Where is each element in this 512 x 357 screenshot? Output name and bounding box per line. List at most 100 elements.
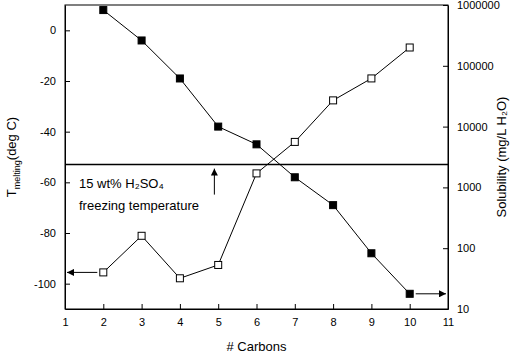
series-marker xyxy=(368,250,375,257)
tick: 1000000 xyxy=(443,0,500,11)
tick-label: -60 xyxy=(40,176,56,188)
chart: 1234567891011-100-80-60-40-2001010010001… xyxy=(0,0,512,357)
y2-axis: 10 100 1000 10000 100000 1000000 xyxy=(443,0,500,315)
tick-mark xyxy=(142,304,143,309)
tick: 0 xyxy=(50,24,70,36)
tick-mark xyxy=(443,66,448,67)
tick-mark xyxy=(443,309,448,310)
x-axis: 1 2 3 4 5 6 7 8 9 10 11 xyxy=(62,304,454,328)
tick-mark xyxy=(65,81,70,82)
tick-label: 8 xyxy=(331,316,337,328)
y-axis-title-part: T xyxy=(4,189,19,197)
tick: -40 xyxy=(40,126,70,138)
tick: 5 xyxy=(216,304,222,328)
tick: 7 xyxy=(292,304,298,328)
series-marker xyxy=(138,232,145,239)
tick-mark xyxy=(65,233,70,234)
annotation-arrow xyxy=(214,169,215,195)
series-marker xyxy=(253,170,260,177)
tick: 2 xyxy=(101,304,107,328)
tick-mark xyxy=(443,187,448,188)
plot-frame xyxy=(65,5,448,309)
x-axis-title: # Carbons xyxy=(227,339,287,354)
tick-mark xyxy=(295,304,296,309)
tick: 10000 xyxy=(443,121,488,133)
tick: 9 xyxy=(369,304,375,328)
series-marker xyxy=(138,37,145,44)
y-axis: -100 -80 -60 -40 -20 0 xyxy=(34,6,70,310)
tick-mark xyxy=(443,248,448,249)
tick: -60 xyxy=(40,176,70,188)
tick: 4 xyxy=(177,304,183,328)
reference-line xyxy=(65,164,448,166)
tick-mark xyxy=(65,182,70,183)
y-axis-title-part: (deg C) xyxy=(4,117,19,160)
annotation-text: 15 wt% H₂SO₄ xyxy=(79,176,164,191)
y2-axis-line xyxy=(448,6,449,310)
y2-axis-title: Solubility (mg/L H₂O) xyxy=(494,97,509,218)
decorations xyxy=(67,169,446,294)
tick: 10 xyxy=(443,303,469,315)
tick-label: -20 xyxy=(40,75,56,87)
tick-label: 1000000 xyxy=(457,0,500,11)
series-marker xyxy=(100,7,107,14)
series-marker xyxy=(291,174,298,181)
y-axis-title-part: melting xyxy=(12,160,22,189)
tick: 3 xyxy=(139,304,145,328)
tick: -100 xyxy=(34,278,70,290)
series-marker xyxy=(253,141,260,148)
tick-mark xyxy=(257,304,258,309)
annotation-text: freezing temperature xyxy=(79,198,199,213)
axis-arrow xyxy=(67,272,97,273)
series-marker xyxy=(330,202,337,209)
tick: 6 xyxy=(254,304,260,328)
tick-mark xyxy=(333,304,334,309)
tick-label: 9 xyxy=(369,316,375,328)
series-marker xyxy=(176,275,183,282)
series-line xyxy=(103,10,409,294)
series-marker xyxy=(368,75,375,82)
tick-label: 10 xyxy=(404,316,416,328)
series-line xyxy=(103,47,409,278)
y-axis-title: Tmelting(deg C) xyxy=(4,117,22,197)
tick-label: 10000 xyxy=(457,121,488,133)
tick-mark xyxy=(443,127,448,128)
axis-arrow xyxy=(416,293,446,294)
tick-mark xyxy=(410,304,411,309)
tick-mark xyxy=(218,304,219,309)
tick: 100 xyxy=(443,242,475,254)
plot: 1234567891011-100-80-60-40-2001010010001… xyxy=(34,0,500,328)
tick: -80 xyxy=(40,227,70,239)
tick-label: -80 xyxy=(40,227,56,239)
tick-mark xyxy=(443,5,448,6)
series-marker xyxy=(406,44,413,51)
tick-label: 100 xyxy=(457,242,475,254)
y-axis-line xyxy=(65,6,66,310)
tick-mark xyxy=(65,30,70,31)
tick-label: 7 xyxy=(292,316,298,328)
tick: 100000 xyxy=(443,60,494,72)
tick-mark xyxy=(180,304,181,309)
marks xyxy=(65,7,448,298)
tick: 8 xyxy=(331,304,337,328)
tick-label: 1000 xyxy=(457,181,481,193)
tick-label: 100000 xyxy=(457,60,494,72)
series-marker xyxy=(406,290,413,297)
tick-label: 0 xyxy=(50,24,56,36)
series-marker xyxy=(330,97,337,104)
tick: 10 xyxy=(404,304,416,328)
tick-label: -100 xyxy=(34,278,56,290)
tick-label: 5 xyxy=(216,316,222,328)
tick-label: 1 xyxy=(62,316,68,328)
tick-mark xyxy=(65,284,70,285)
tick-label: 3 xyxy=(139,316,145,328)
tick-mark xyxy=(103,304,104,309)
tick: 1000 xyxy=(443,181,481,193)
series-marker xyxy=(215,123,222,130)
series-marker xyxy=(176,75,183,82)
series-marker xyxy=(215,261,222,268)
tick-label: 10 xyxy=(457,303,469,315)
series-marker xyxy=(100,269,107,276)
tick-label: 6 xyxy=(254,316,260,328)
tick-label: 11 xyxy=(443,316,454,328)
